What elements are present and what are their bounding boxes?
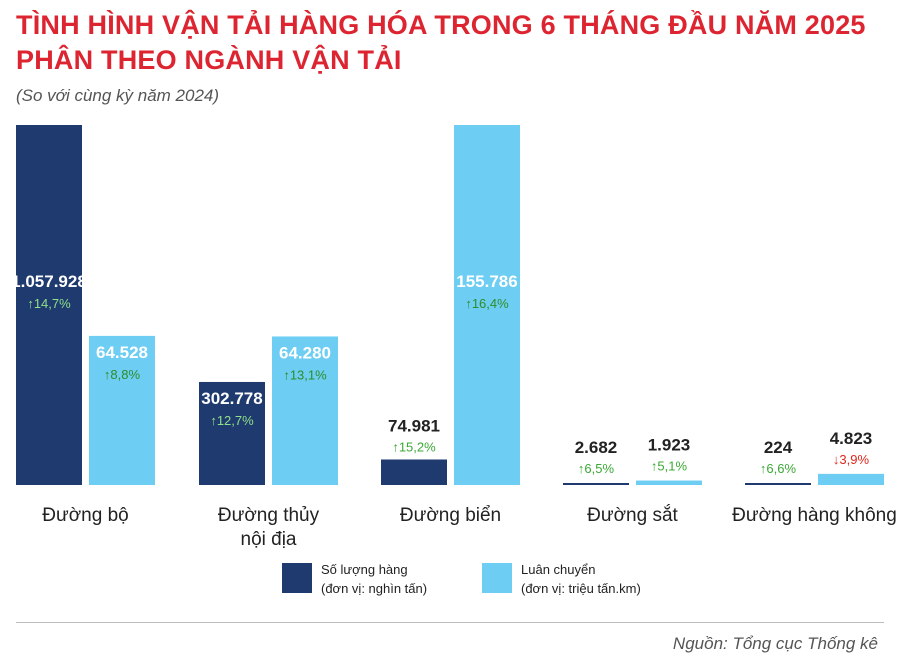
- change-label-volume-3: ↑6,5%: [578, 461, 615, 476]
- chart-title-line-2: PHÂN THEO NGÀNH VẬN TẢI: [16, 45, 402, 75]
- category-label-1-0: Đường thủy: [218, 505, 320, 526]
- chart-title-line-1: TÌNH HÌNH VẬN TẢI HÀNG HÓA TRONG 6 THÁNG…: [16, 10, 866, 40]
- bar-volume-2: [381, 459, 447, 485]
- data-label-volume-4: 224: [764, 438, 793, 457]
- change-label-turnover-0: ↑8,8%: [104, 367, 141, 382]
- change-label-volume-4: ↑6,6%: [760, 461, 797, 476]
- bar-turnover-1: [272, 336, 338, 485]
- change-label-volume-0: ↑14,7%: [27, 296, 71, 311]
- bar-turnover-3: [636, 480, 702, 485]
- bar-turnover-4: [818, 473, 884, 485]
- legend-unit-1: (đơn vị: triệu tấn.km): [521, 581, 641, 596]
- data-label-turnover-3: 1.923: [648, 436, 691, 455]
- data-label-turnover-2: 155.786: [456, 272, 517, 291]
- change-label-turnover-3: ↑5,1%: [651, 459, 688, 474]
- data-label-volume-3: 2.682: [575, 438, 618, 457]
- data-label-turnover-4: 4.823: [830, 429, 873, 448]
- category-label-0-0: Đường bộ: [42, 505, 128, 526]
- bar-volume-0: [16, 125, 82, 485]
- footer-divider: [16, 622, 884, 623]
- category-label-4-0: Đường hàng không: [732, 505, 897, 526]
- category-label-2-0: Đường biển: [400, 505, 501, 526]
- data-label-turnover-1: 64.280: [279, 343, 331, 362]
- change-label-volume-1: ↑12,7%: [210, 413, 254, 428]
- change-label-turnover-1: ↑13,1%: [283, 367, 327, 382]
- chart-subtitle: (So với cùng kỳ năm 2024): [16, 86, 220, 105]
- data-label-volume-2: 74.981: [388, 416, 440, 435]
- bar-turnover-0: [89, 335, 155, 485]
- legend-swatch-1: [482, 563, 512, 593]
- bar-volume-3: [563, 483, 629, 485]
- bar-turnover-2: [454, 125, 520, 485]
- legend-name-0: Số lượng hàng: [321, 562, 408, 577]
- data-label-volume-0: 1.057.928: [11, 272, 87, 291]
- data-label-volume-1: 302.778: [201, 389, 262, 408]
- legend-name-1: Luân chuyển: [521, 562, 595, 577]
- change-label-turnover-2: ↑16,4%: [465, 296, 509, 311]
- data-label-turnover-0: 64.528: [96, 343, 148, 362]
- legend-unit-0: (đơn vị: nghìn tấn): [321, 581, 427, 596]
- bar-volume-1: [199, 381, 265, 485]
- source-note: Nguồn: Tổng cục Thống kê: [672, 634, 878, 653]
- change-label-volume-2: ↑15,2%: [392, 439, 436, 454]
- legend-swatch-0: [282, 563, 312, 593]
- bar-volume-4: [745, 483, 811, 485]
- category-label-1-1: nội địa: [241, 529, 297, 550]
- category-label-3-0: Đường sắt: [587, 504, 678, 526]
- chart-title: TÌNH HÌNH VẬN TẢI HÀNG HÓA TRONG 6 THÁNG…: [16, 8, 886, 78]
- change-label-turnover-4: ↓3,9%: [833, 452, 870, 467]
